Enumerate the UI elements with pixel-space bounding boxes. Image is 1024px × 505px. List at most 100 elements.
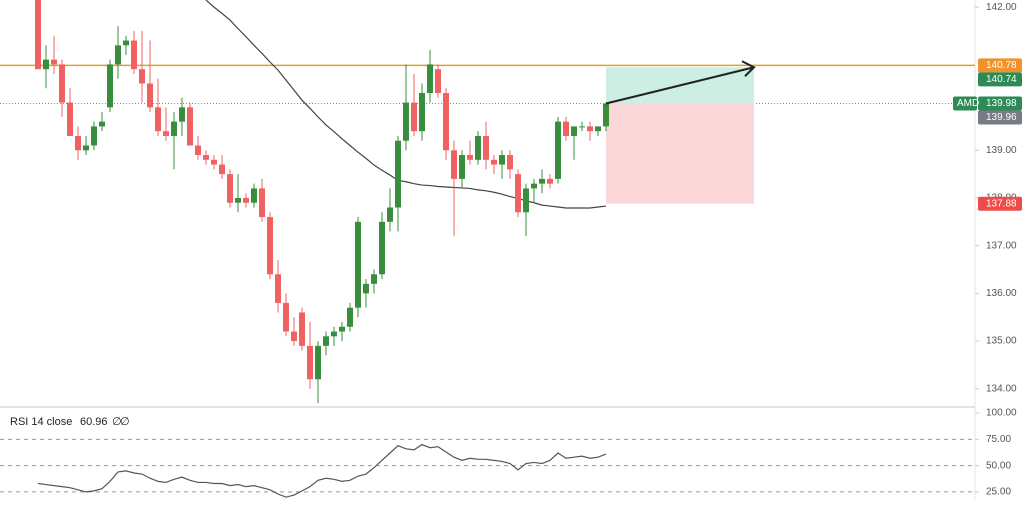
price-marker-label: 140.78	[986, 60, 1017, 71]
y-tick-label: 137.00	[986, 240, 1017, 251]
symbol-label: AMD	[957, 98, 979, 109]
candle-body	[187, 107, 193, 146]
candle-body	[563, 121, 569, 136]
candle-body	[235, 197, 241, 203]
candle-body	[387, 207, 393, 222]
candle-body	[363, 283, 369, 294]
candle-body	[371, 274, 377, 284]
candle-body	[83, 145, 89, 151]
candle-body	[67, 102, 73, 136]
price-marker-label: 139.96	[986, 112, 1017, 123]
candle-body	[35, 0, 41, 70]
candle-body	[59, 64, 65, 103]
candle-body	[555, 121, 561, 179]
candle-body	[123, 40, 129, 46]
candle-body	[171, 121, 177, 136]
candle-body	[251, 188, 257, 203]
y-tick-label: 135.00	[986, 336, 1017, 347]
candle-body	[459, 155, 465, 179]
candle-body	[539, 178, 545, 184]
candle-body	[259, 188, 265, 218]
candle-body	[315, 345, 321, 380]
candle-body	[115, 45, 121, 65]
candle-body	[483, 135, 489, 160]
arrow-head	[741, 60, 756, 77]
candle-body	[203, 155, 209, 160]
candle-body	[139, 69, 145, 84]
candle-body	[403, 102, 409, 141]
candle-body	[395, 140, 401, 208]
rsi-extra: ∅	[120, 416, 130, 428]
candle-body	[307, 345, 313, 380]
y-tick-label: 139.00	[986, 145, 1017, 156]
candle-body	[283, 302, 289, 332]
moving-average	[205, 0, 607, 209]
candle-body	[587, 126, 593, 132]
candle-body	[75, 135, 81, 151]
candle-body	[51, 59, 57, 65]
candle-body	[331, 331, 337, 337]
rsi-title: RSI 14 close	[10, 416, 72, 428]
candle-body	[339, 326, 345, 332]
candle-body	[419, 93, 425, 132]
y-tick-label: 50.00	[986, 460, 1011, 471]
candle-body	[323, 336, 329, 346]
arrow	[605, 66, 755, 105]
candle-body	[427, 64, 433, 94]
price-marker-label: 137.88	[986, 198, 1017, 209]
candle-body	[595, 126, 601, 132]
candle-body	[603, 103, 609, 127]
candle-body	[219, 164, 225, 175]
symbol-tag	[953, 96, 977, 111]
candle-body	[491, 159, 497, 165]
candle-body	[131, 40, 137, 70]
candle-body	[211, 159, 217, 165]
candle-body	[267, 217, 273, 275]
candle-body	[107, 64, 113, 108]
rsi-line	[37, 443, 607, 498]
candle-body	[99, 121, 105, 127]
candle-body	[379, 221, 385, 275]
candle-body	[451, 150, 457, 179]
candle-body	[163, 131, 169, 136]
y-tick-label: 136.00	[986, 288, 1017, 299]
candle-body	[435, 69, 441, 94]
candle-body	[499, 155, 505, 165]
candle-body	[347, 307, 353, 327]
candle-body	[579, 126, 585, 128]
candle-body	[147, 83, 153, 108]
y-tick-label: 100.00	[986, 408, 1017, 419]
candle-body	[523, 188, 529, 213]
candle-body	[155, 107, 161, 132]
candle-body	[243, 197, 249, 203]
candle-body	[547, 178, 553, 184]
y-tick-label: 25.00	[986, 487, 1011, 498]
candle-body	[507, 155, 513, 170]
rsi-extra: ∅	[112, 416, 122, 428]
y-tick-label: 142.00	[986, 2, 1017, 13]
candle-body	[443, 93, 449, 151]
candle-body	[531, 183, 537, 189]
price-marker	[978, 110, 1022, 125]
candle-body	[299, 312, 305, 346]
candle-body	[515, 174, 521, 213]
candle-body	[355, 221, 361, 308]
candle-body	[571, 126, 577, 136]
candle-body	[91, 126, 97, 146]
y-tick-label: 75.00	[986, 434, 1011, 445]
candle-body	[43, 59, 49, 70]
candle-body	[411, 102, 417, 132]
price-marker	[978, 196, 1022, 211]
y-tick-label: 134.00	[986, 383, 1017, 394]
price-marker-label: 140.74	[986, 74, 1017, 85]
price-marker-label: 139.98	[986, 98, 1017, 109]
candle-body	[227, 174, 233, 203]
candle-body	[291, 331, 297, 342]
candle-body	[275, 274, 281, 303]
price-marker	[978, 72, 1022, 87]
price-marker	[978, 58, 1022, 73]
price-marker	[978, 96, 1022, 111]
candle-body	[475, 135, 481, 160]
